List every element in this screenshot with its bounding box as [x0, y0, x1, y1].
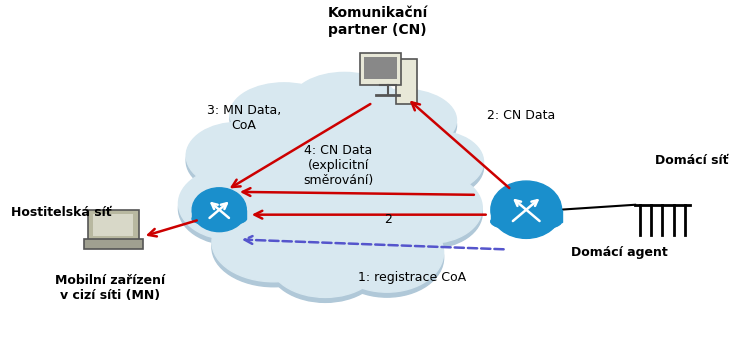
Text: Domácí síť: Domácí síť: [655, 154, 729, 166]
Ellipse shape: [235, 122, 441, 247]
Text: Hostitelská síť: Hostitelská síť: [11, 206, 112, 219]
Ellipse shape: [291, 77, 398, 140]
Ellipse shape: [491, 181, 562, 238]
Ellipse shape: [192, 211, 246, 226]
Ellipse shape: [269, 228, 382, 302]
Ellipse shape: [212, 208, 336, 287]
Ellipse shape: [269, 222, 382, 297]
Ellipse shape: [386, 131, 484, 193]
Ellipse shape: [187, 122, 289, 189]
Ellipse shape: [192, 188, 246, 232]
Text: Mobilní zařízení
v cizí síti (MN): Mobilní zařízení v cizí síti (MN): [55, 274, 166, 302]
Text: Domácí agent: Domácí agent: [571, 246, 667, 259]
Bar: [88, 210, 139, 242]
Ellipse shape: [330, 213, 443, 292]
Text: 2: CN Data: 2: CN Data: [487, 109, 555, 122]
Ellipse shape: [178, 167, 287, 240]
Bar: [395, 59, 417, 104]
Ellipse shape: [187, 127, 289, 194]
Ellipse shape: [348, 89, 456, 151]
Ellipse shape: [348, 94, 456, 157]
Bar: [84, 239, 143, 250]
Ellipse shape: [178, 172, 287, 245]
Ellipse shape: [491, 212, 562, 231]
Bar: [491, 210, 562, 222]
Text: 1: registrace CoA: 1: registrace CoA: [358, 271, 467, 284]
Ellipse shape: [491, 212, 562, 231]
Ellipse shape: [192, 211, 246, 226]
Text: 2: 2: [383, 213, 392, 226]
Ellipse shape: [230, 83, 338, 145]
Bar: [364, 57, 398, 79]
Ellipse shape: [386, 136, 484, 198]
Bar: [360, 53, 401, 85]
Ellipse shape: [235, 127, 441, 252]
Ellipse shape: [330, 218, 443, 297]
Ellipse shape: [291, 73, 398, 135]
Ellipse shape: [230, 88, 338, 150]
Ellipse shape: [212, 203, 336, 282]
Ellipse shape: [379, 177, 482, 248]
Text: Komunikační
partner (CN): Komunikační partner (CN): [327, 6, 428, 37]
Ellipse shape: [379, 172, 482, 243]
Text: 3: MN Data,
CoA: 3: MN Data, CoA: [207, 104, 281, 133]
Text: 4: CN Data
(explicitní
směrování): 4: CN Data (explicitní směrování): [303, 143, 373, 187]
Bar: [192, 210, 246, 219]
Bar: [94, 214, 133, 236]
